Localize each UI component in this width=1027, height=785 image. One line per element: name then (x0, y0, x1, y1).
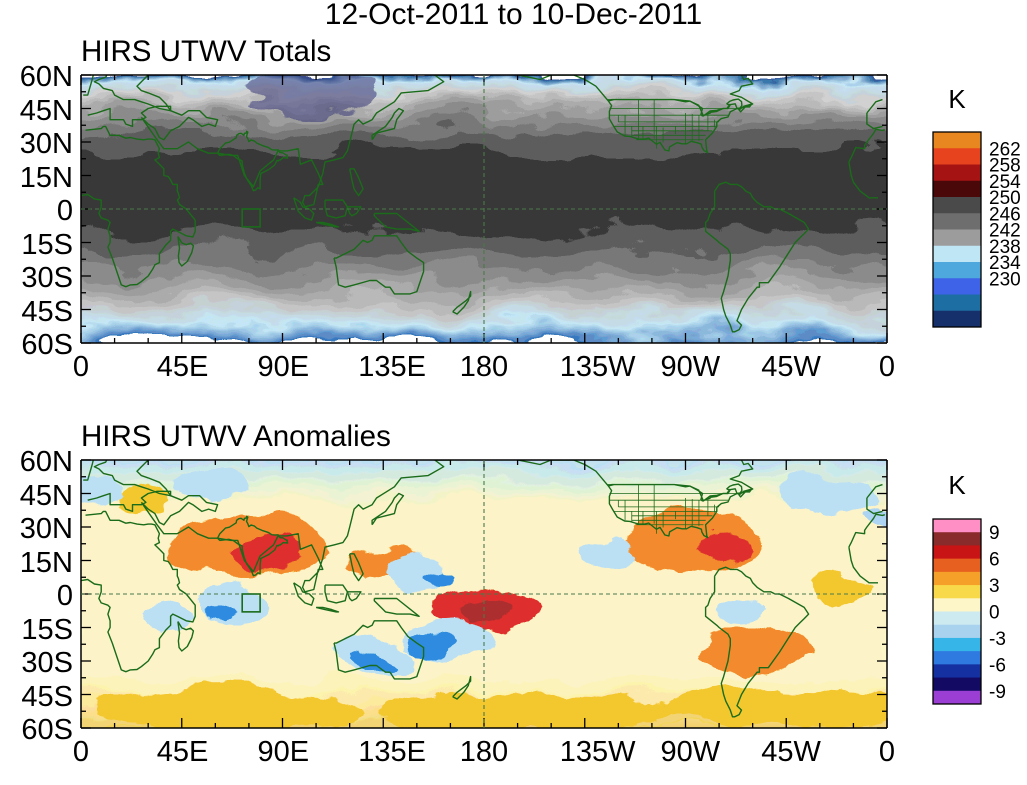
svg-text:-9: -9 (989, 682, 1006, 703)
svg-text:3: 3 (989, 576, 1000, 597)
svg-text:-3: -3 (989, 629, 1006, 650)
svg-text:9: 9 (989, 523, 1000, 544)
svg-text:K: K (948, 470, 966, 500)
svg-text:6: 6 (989, 550, 1000, 571)
svg-text:0: 0 (989, 603, 1000, 624)
svg-text:-6: -6 (989, 655, 1006, 676)
